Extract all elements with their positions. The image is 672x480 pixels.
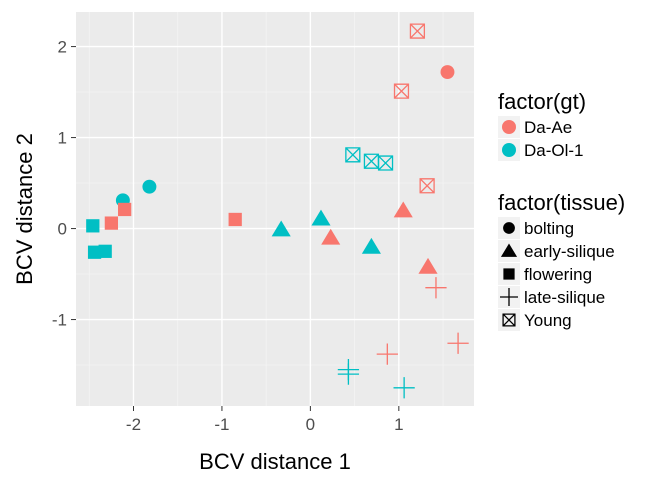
point-da-ae-early-silique	[393, 201, 413, 218]
color-legend: Da-Ae Da-Ol-1	[498, 116, 584, 161]
point-da-ol-1-late-silique	[393, 377, 415, 399]
y-tick-label: -1	[52, 311, 67, 330]
legend-label-da-ae: Da-Ae	[524, 118, 572, 137]
x-tick-label: -2	[126, 415, 141, 434]
shape-legend-title: factor(tissue)	[498, 190, 625, 215]
point-da-ol-1-young	[345, 147, 361, 163]
point-da-ae-early-silique	[418, 257, 438, 274]
legend-swatch-da-ol-1	[502, 143, 516, 157]
legend-label-bolting: bolting	[524, 219, 574, 238]
legend-shape-late-silique-icon	[500, 288, 518, 306]
legend-shape-early-silique-icon	[500, 243, 518, 257]
point-da-ae-young	[419, 178, 435, 194]
point-da-ol-1-late-silique	[337, 363, 360, 385]
legend-label-early-silique: early-silique	[524, 242, 615, 261]
x-tick-label: 0	[306, 415, 315, 434]
y-tick-label: 0	[58, 220, 67, 239]
y-tick-label: 1	[58, 129, 67, 148]
legend-swatch-da-ae	[502, 120, 516, 134]
point-da-ae-late-silique	[376, 343, 398, 365]
point-da-ol-1-early-silique	[311, 209, 331, 226]
point-da-ol-1-bolting	[142, 179, 157, 194]
legend-shape-bolting-icon	[503, 222, 515, 234]
legend-label-young: Young	[524, 311, 572, 330]
data-points	[86, 23, 469, 399]
y-axis-title: BCV distance 2	[12, 133, 37, 285]
point-da-ae-flowering	[118, 202, 132, 217]
point-da-ae-late-silique	[425, 277, 447, 299]
point-da-ae-bolting	[440, 65, 455, 80]
legend-label-flowering: flowering	[524, 265, 592, 284]
point-da-ae-flowering	[104, 216, 119, 230]
color-legend-title: factor(gt)	[498, 89, 586, 114]
y-axis-ticks: -1 0 1 2	[52, 38, 76, 330]
x-axis-title: BCV distance 1	[199, 449, 351, 474]
y-tick-label: 2	[58, 38, 67, 57]
legend-shape-flowering-icon	[503, 268, 515, 280]
x-axis-ticks: -2 -1 0 1	[126, 406, 404, 434]
legend-shape-young-icon	[502, 313, 516, 327]
point-da-ae-early-silique	[321, 228, 341, 245]
point-da-ae-young	[393, 83, 410, 99]
shape-legend: bolting early-silique flowering late-siliqu…	[498, 217, 615, 331]
legend-label-da-ol-1: Da-Ol-1	[524, 141, 584, 160]
point-da-ae-flowering	[228, 212, 242, 227]
point-da-ol-1-young	[377, 155, 394, 171]
grid-minor	[76, 12, 474, 406]
point-da-ol-1-flowering	[98, 244, 112, 258]
x-tick-label: -1	[214, 415, 229, 434]
point-da-ol-1-flowering	[87, 245, 102, 259]
point-da-ol-1-flowering	[86, 219, 100, 233]
point-da-ae-young	[409, 23, 426, 39]
plot-panel	[76, 12, 474, 406]
point-da-ol-1-early-silique	[271, 220, 291, 237]
point-da-ol-1-early-silique	[361, 237, 381, 254]
point-da-ae-late-silique	[447, 332, 469, 354]
legend-label-late-silique: late-silique	[524, 288, 605, 307]
x-tick-label: 1	[394, 415, 403, 434]
